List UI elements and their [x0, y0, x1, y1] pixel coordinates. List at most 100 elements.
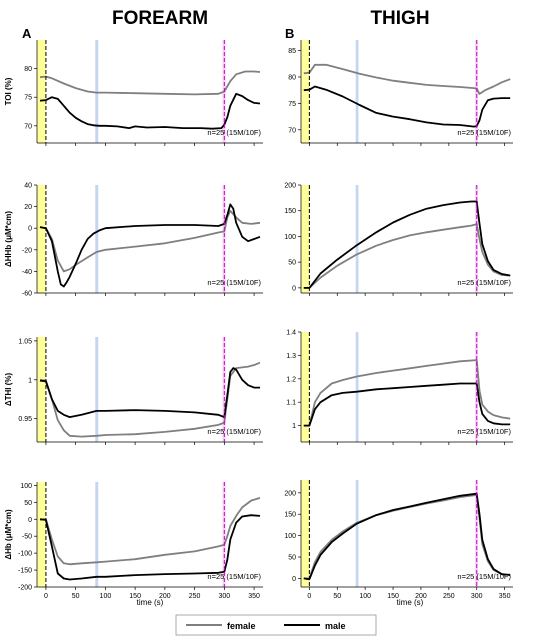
panel-thigh-thi: 1 1.1 1.2 1.3 1.4 n=25 (15M/10F): [286, 330, 513, 445]
series-line-male: [303, 492, 511, 581]
series-line-female: [303, 63, 511, 95]
series-line-male: [303, 382, 511, 427]
y-tick-label: 1.1: [286, 400, 296, 407]
x-tick-label: 150: [387, 593, 399, 600]
series-line-female: [39, 70, 261, 96]
sample-size-annotation: n=25 (15M/10F): [207, 128, 261, 137]
x-axis-label-thigh: time (s): [397, 598, 424, 607]
x-tick-label: 100: [359, 593, 371, 600]
end-band: [222, 337, 226, 442]
baseline-band: [301, 480, 310, 587]
x-axis-label-forearm: time (s): [137, 598, 164, 607]
end-band: [222, 482, 226, 587]
panel-letter-b: B: [285, 26, 294, 41]
legend-male-label: male: [325, 621, 346, 631]
y-tick-label: 1.3: [286, 353, 296, 360]
x-tick-label: 250: [189, 593, 201, 600]
baseline-band: [37, 482, 46, 587]
x-tick-label: 100: [100, 593, 112, 600]
y-tick-label: -40: [22, 269, 32, 276]
y-tick-label: 1: [28, 377, 32, 384]
y-tick-label: 200: [284, 490, 296, 497]
y-tick-label: -100: [18, 551, 32, 558]
y-tick-label: 80: [288, 74, 296, 81]
y-tick-label: -150: [18, 568, 32, 575]
column-title-thigh: THIGH: [370, 8, 429, 29]
y-tick-label: 200: [284, 183, 296, 190]
y-tick-label: 50: [288, 260, 296, 267]
y-tick-label: 70: [288, 127, 296, 134]
baseline-band: [37, 185, 46, 293]
legend-box: [175, 614, 377, 636]
x-tick-label: 50: [333, 593, 341, 600]
series-line-female: [303, 359, 511, 427]
series-line-female: [40, 497, 261, 566]
panel-forearm-thb: -200 -150 -100 -50 0 50 100 0 50 100 150 200 250 300 3…: [4, 482, 263, 600]
y-tick-label: 100: [20, 483, 32, 490]
series-line-male: [39, 92, 261, 130]
series-line-male: [303, 200, 511, 289]
x-tick-label: 200: [415, 593, 427, 600]
analysis-band: [355, 185, 359, 293]
analysis-band: [95, 482, 99, 587]
y-tick-label: -60: [22, 291, 32, 298]
analysis-band: [95, 337, 99, 442]
x-tick-label: 350: [499, 593, 511, 600]
y-tick-label: 1.4: [286, 330, 296, 337]
sample-size-annotation: n=25 (15M/10F): [207, 278, 261, 287]
panel-letter-a: A: [22, 26, 32, 41]
series-line-male: [39, 367, 260, 419]
x-tick-label: 350: [248, 593, 260, 600]
y-tick-label: 20: [24, 204, 32, 211]
panels-group: 70 75 80 TOI (%) n=25 (15M/10F) 70 75 80 85 n=25 …: [4, 40, 513, 600]
x-tick-label: 300: [218, 593, 230, 600]
sample-size-annotation: n=25 (15M/10F): [457, 128, 511, 137]
series-line-male: [303, 85, 511, 128]
sample-size-annotation: n=25 (15M/10F): [457, 572, 511, 581]
panel-thigh-toi: 70 75 80 85 n=25 (15M/10F): [288, 40, 513, 146]
sample-size-annotation: n=25 (15M/10F): [457, 427, 511, 436]
y-tick-label: 70: [24, 123, 32, 130]
x-tick-label: 0: [307, 593, 311, 600]
panel-forearm-hhb: -60 -40 -20 0 20 40 ΔHHb (μM*cm) n=25 (15M/10F): [4, 183, 263, 298]
y-tick-label: 75: [288, 101, 296, 108]
analysis-band: [95, 40, 99, 143]
y-tick-label: 100: [284, 234, 296, 241]
column-title-forearm: FOREARM: [112, 8, 208, 29]
y-tick-label: 150: [284, 208, 296, 215]
y-axis-label: ΔHb (μM*cm): [4, 509, 13, 560]
panel-thigh-hhb: 0 50 100 150 200 n=25 (15M/10F): [284, 183, 513, 296]
y-tick-label: 50: [288, 555, 296, 562]
y-tick-label: 0.95: [18, 416, 32, 423]
panel-forearm-toi: 70 75 80 TOI (%) n=25 (15M/10F): [4, 40, 263, 146]
baseline-band: [301, 332, 310, 442]
y-tick-label: 0: [292, 576, 296, 583]
analysis-band: [355, 480, 359, 587]
y-axis-label: ΔTHI (%): [4, 373, 13, 407]
y-tick-label: 0: [28, 517, 32, 524]
y-tick-label: 40: [24, 183, 32, 190]
x-tick-label: 250: [443, 593, 455, 600]
y-tick-label: 50: [24, 500, 32, 507]
y-tick-label: -200: [18, 585, 32, 592]
x-tick-label: 200: [159, 593, 171, 600]
y-tick-label: 0: [28, 226, 32, 233]
y-tick-label: 1.05: [18, 338, 32, 345]
legend: female male: [175, 614, 377, 636]
baseline-band: [301, 40, 310, 143]
panel-thigh-thb: 0 50 100 150 200 0 50 100 150 200 250 300 350 n=25 (1…: [284, 480, 513, 600]
analysis-band: [355, 332, 359, 442]
series-line-male: [39, 203, 261, 288]
y-tick-label: 100: [284, 533, 296, 540]
y-tick-label: 1: [292, 423, 296, 430]
y-axis-label: TOI (%): [4, 77, 13, 105]
y-tick-label: 150: [284, 512, 296, 519]
series-line-male: [39, 514, 261, 581]
sample-size-annotation: n=25 (15M/10F): [207, 427, 261, 436]
y-tick-label: 1.2: [286, 376, 296, 383]
y-tick-label: -20: [22, 247, 32, 254]
y-tick-label: 80: [24, 66, 32, 73]
x-tick-label: 0: [44, 593, 48, 600]
baseline-band: [37, 337, 46, 442]
